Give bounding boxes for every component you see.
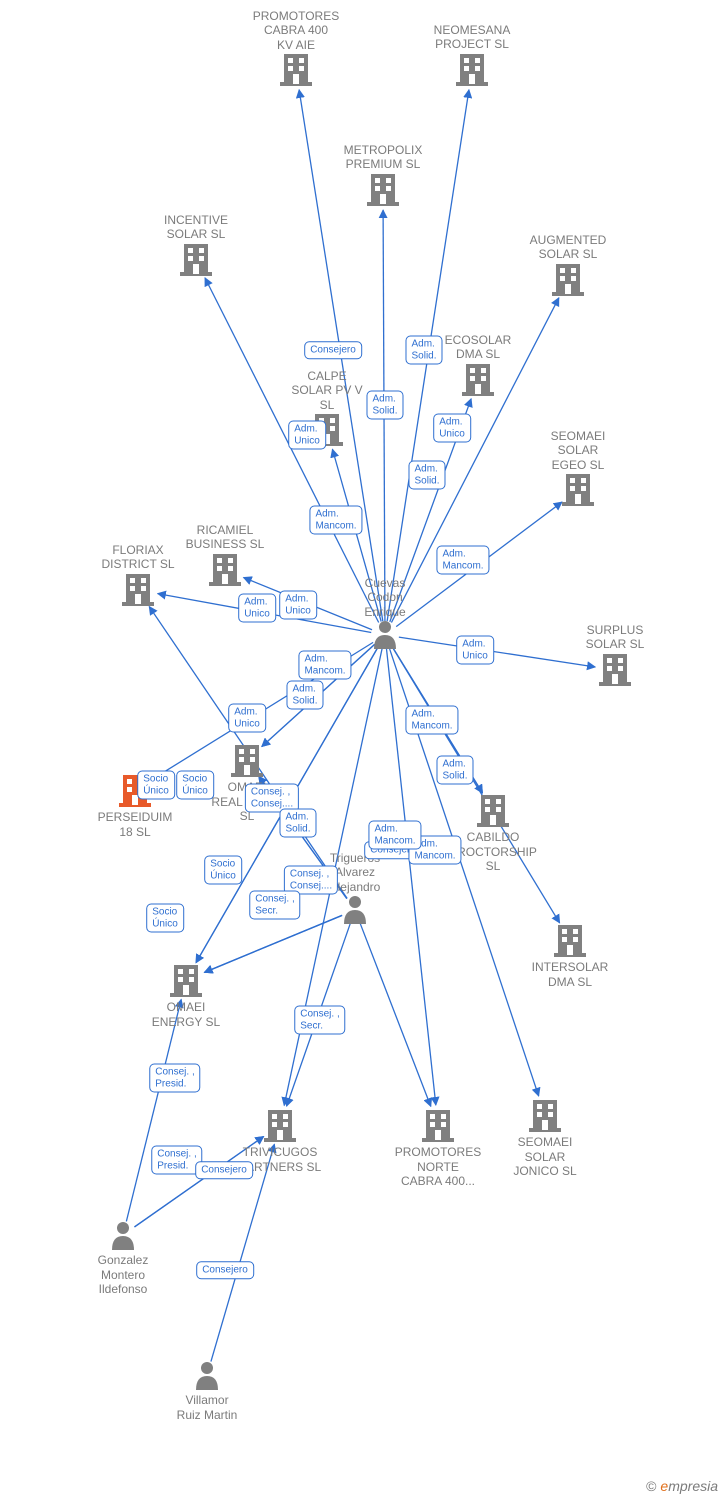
- edge-label: SocioÚnico: [204, 856, 242, 885]
- node-incentive[interactable]: INCENTIVE SOLAR SL: [136, 213, 256, 279]
- node-seomaei_egeo[interactable]: SEOMAEI SOLAR EGEO SL: [518, 429, 638, 510]
- node-promotores_norte[interactable]: PROMOTORES NORTE CABRA 400...: [378, 1108, 498, 1189]
- edge-label: Adm.Solid.: [436, 756, 473, 785]
- edge-label: Consej. ,Secr.: [294, 1006, 345, 1035]
- node-label: AUGMENTED SOLAR SL: [508, 233, 628, 262]
- node-floriax[interactable]: FLORIAX DISTRICT SL: [78, 543, 198, 609]
- node-label: SEOMAEI SOLAR JONICO SL: [485, 1135, 605, 1178]
- edge-label: Adm.Unico: [288, 421, 326, 450]
- edge-label: Consejero: [196, 1261, 254, 1279]
- edge-label: SocioÚnico: [137, 771, 175, 800]
- edge-label: SocioÚnico: [176, 771, 214, 800]
- edge-label: SocioÚnico: [146, 904, 184, 933]
- edge-label: Adm.Unico: [279, 591, 317, 620]
- edge-label: Adm.Unico: [238, 594, 276, 623]
- node-intersolar[interactable]: INTERSOLAR DMA SL: [510, 923, 630, 989]
- node-label: PERSEIDUIM 18 SL: [75, 810, 195, 839]
- edge-label: Adm.Solid.: [286, 681, 323, 710]
- node-label: PROMOTORES NORTE CABRA 400...: [378, 1145, 498, 1188]
- brand-rest: mpresia: [668, 1478, 718, 1494]
- edge-label: Adm.Mancom.: [436, 546, 489, 575]
- node-omaei_energy[interactable]: OMAEI ENERGY SL: [126, 963, 246, 1029]
- node-label: INTERSOLAR DMA SL: [510, 960, 630, 989]
- edge: [360, 923, 431, 1106]
- node-label: NEOMESANA PROJECT SL: [412, 23, 532, 52]
- edge: [392, 647, 559, 923]
- copyright-symbol: ©: [646, 1478, 656, 1494]
- node-gonzalez[interactable]: Gonzalez Montero Ildefonso: [63, 1220, 183, 1297]
- edge-label: Adm.Solid.: [366, 391, 403, 420]
- edge-label: Consejero: [195, 1161, 253, 1179]
- node-neomesana[interactable]: NEOMESANA PROJECT SL: [412, 23, 532, 89]
- node-label: PROMOTORES CABRA 400 KV AIE: [236, 9, 356, 52]
- node-promotores_cabra[interactable]: PROMOTORES CABRA 400 KV AIE: [236, 9, 356, 90]
- edge-label: Adm.Unico: [456, 636, 494, 665]
- node-villamor[interactable]: Villamor Ruiz Martin: [147, 1360, 267, 1422]
- node-label: INCENTIVE SOLAR SL: [136, 213, 256, 242]
- node-metropolix[interactable]: METROPOLIX PREMIUM SL: [323, 143, 443, 209]
- node-cuevas[interactable]: Cuevas Codon Enrique: [325, 576, 445, 653]
- node-label: OMAEI ENERGY SL: [126, 1000, 246, 1029]
- edge-label: Adm.Unico: [433, 414, 471, 443]
- node-label: Villamor Ruiz Martin: [147, 1393, 267, 1422]
- node-label: Cuevas Codon Enrique: [325, 576, 445, 619]
- watermark: ©empresia: [646, 1478, 718, 1494]
- edge-label: Adm.Mancom.: [298, 651, 351, 680]
- edge-label: Adm.Solid.: [405, 336, 442, 365]
- edge-label: Consej. ,Presid.: [149, 1064, 200, 1093]
- edge-label: Consej. ,Secr.: [249, 891, 300, 920]
- node-augmented[interactable]: AUGMENTED SOLAR SL: [508, 233, 628, 299]
- edge-label: Consejero: [304, 341, 362, 359]
- node-surplus[interactable]: SURPLUS SOLAR SL: [555, 623, 675, 689]
- node-label: SEOMAEI SOLAR EGEO SL: [518, 429, 638, 472]
- node-label: SURPLUS SOLAR SL: [555, 623, 675, 652]
- edge-label: Adm.Unico: [228, 704, 266, 733]
- node-seomaei_jonico[interactable]: SEOMAEI SOLAR JONICO SL: [485, 1098, 605, 1179]
- edge-label: Adm.Mancom.: [309, 506, 362, 535]
- node-label: METROPOLIX PREMIUM SL: [323, 143, 443, 172]
- edge-label: Adm.Mancom.: [368, 821, 421, 850]
- node-label: Gonzalez Montero Ildefonso: [63, 1253, 183, 1296]
- edge-label: Adm.Solid.: [408, 461, 445, 490]
- edge-label: Adm.Mancom.: [405, 706, 458, 735]
- edge-label: Adm.Solid.: [279, 809, 316, 838]
- node-label: FLORIAX DISTRICT SL: [78, 543, 198, 572]
- edge: [126, 999, 181, 1221]
